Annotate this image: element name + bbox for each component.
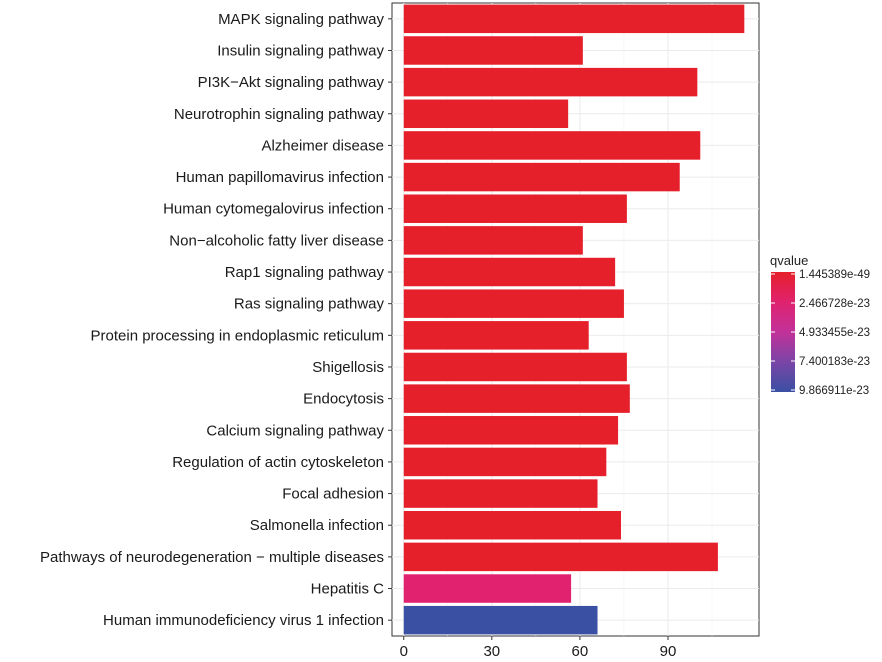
y-tick-label: Human immunodeficiency virus 1 infection (103, 612, 384, 629)
x-axis: 0 30 60 90 (400, 636, 677, 660)
bar (403, 4, 745, 34)
bar (403, 99, 569, 129)
bar (403, 574, 572, 603)
bar (403, 289, 624, 318)
bar (403, 162, 680, 192)
legend-label: 7.400183e-23 (799, 356, 870, 368)
x-tick-label: 90 (660, 643, 677, 660)
bar (403, 226, 583, 255)
legend-label: 2.466728e-23 (799, 298, 870, 310)
y-tick-label: Shigellosis (312, 359, 384, 376)
y-tick-label: PI3K−Akt signaling pathway (198, 74, 385, 91)
x-tick-label: 0 (400, 643, 408, 660)
x-tick-label: 60 (572, 643, 589, 660)
y-tick-label: Pathways of neurodegeneration − multiple… (40, 549, 384, 566)
y-tick-label: Neurotrophin signaling pathway (174, 106, 385, 123)
bar (403, 321, 589, 350)
bar (403, 447, 607, 477)
bar (403, 479, 598, 508)
legend: qvalue 1.445389e-49 2.466728e-23 4.933455e… (770, 253, 870, 397)
legend-label: 4.933455e-23 (799, 327, 870, 339)
bar (403, 194, 627, 223)
y-tick-label: Non−alcoholic fatty liver disease (169, 232, 384, 249)
legend-label: 1.445389e-49 (799, 269, 870, 281)
x-tick-label: 30 (483, 643, 500, 660)
y-tick-label: Insulin signaling pathway (217, 42, 384, 59)
bar (403, 416, 619, 445)
y-tick-label: Human papillomavirus infection (176, 169, 384, 186)
bar (403, 352, 627, 382)
y-tick-label: Endocytosis (303, 391, 384, 408)
bar (403, 384, 630, 413)
y-tick-label: Protein processing in endoplasmic reticu… (91, 327, 384, 344)
bar (403, 36, 583, 65)
y-tick-label: Ras signaling pathway (234, 296, 385, 313)
bar (403, 542, 718, 572)
plot-panel (391, 2, 760, 637)
bars (403, 4, 745, 635)
y-tick-label: Alzheimer disease (261, 137, 384, 154)
bar (403, 131, 701, 160)
y-tick-label: Human cytomegalovirus infection (163, 201, 384, 218)
legend-label: 9.866911e-23 (799, 385, 869, 397)
y-tick-label: Regulation of actin cytoskeleton (172, 454, 384, 471)
legend-title: qvalue (770, 253, 808, 268)
y-axis-labels: MAPK signaling pathway Insulin signaling … (40, 11, 392, 629)
y-tick-label: MAPK signaling pathway (218, 11, 384, 28)
bar (403, 67, 698, 97)
y-tick-label: Rap1 signaling pathway (225, 264, 385, 281)
bar (403, 510, 622, 540)
y-tick-label: Focal adhesion (282, 486, 384, 503)
bar (403, 257, 616, 287)
y-tick-label: Salmonella infection (250, 517, 384, 534)
y-tick-label: Calcium signaling pathway (206, 422, 384, 439)
bar (403, 605, 598, 635)
y-tick-label: Hepatitis C (311, 581, 385, 598)
